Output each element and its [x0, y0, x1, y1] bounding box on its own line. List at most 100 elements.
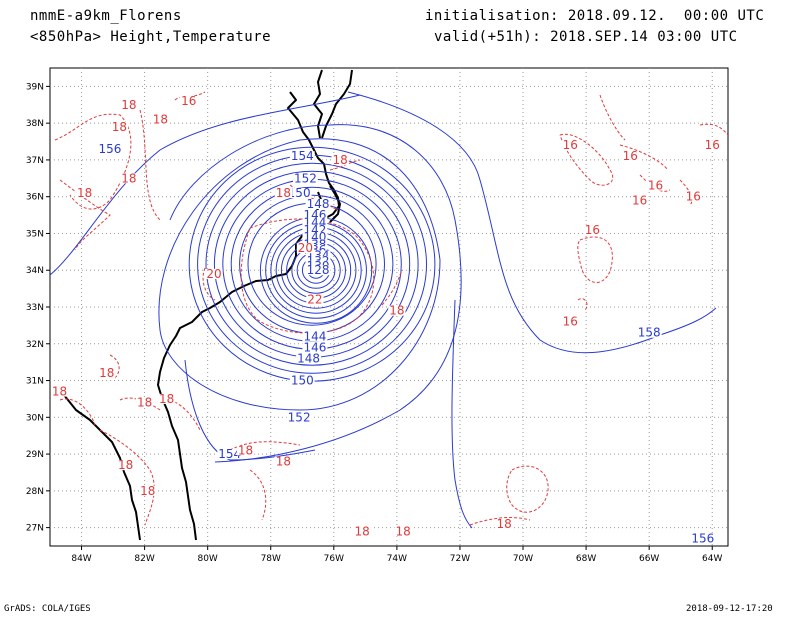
temperature-contour-label-bg [50, 386, 69, 397]
temperature-contour-label-bg [205, 268, 223, 279]
footer-credit: GrADS: COLA/IGES [4, 604, 91, 614]
temperature-contour-label-bg [110, 121, 129, 132]
temperature-contour-label: 18 [140, 484, 155, 498]
height-contour-label: 158 [638, 326, 661, 340]
height-contour-label: 152 [288, 410, 311, 424]
temperature-contour-label-bg [135, 397, 154, 408]
height-contour-label-bg [302, 210, 328, 221]
temperature-contour-label: 16 [563, 138, 578, 152]
temperature-contour-label-bg [646, 180, 665, 191]
delmarva [321, 69, 353, 139]
height-contour-label: 144 [303, 329, 326, 343]
model-title: nmmE-a9km_Florens [30, 8, 182, 24]
x-tick-label: 70W [513, 554, 533, 564]
x-tick-label: 82W [134, 554, 154, 564]
temperature-contour-label: 16 [181, 94, 196, 108]
temperature-contour-label-bg [151, 114, 170, 125]
temperature-contour-label: 18 [121, 171, 136, 185]
temperature-contour-label-bg [180, 96, 198, 107]
temperature-contour-18-southeast [469, 465, 549, 526]
temperature-contour-label: 18 [77, 186, 92, 200]
temperature-contour-label: 16 [623, 149, 638, 163]
temperature-contour-label-bg [631, 195, 649, 206]
temperature-contour-label-bg [388, 305, 406, 316]
temperature-contour-label-bg [306, 294, 324, 305]
temperature-contour-label: 18 [121, 98, 136, 112]
temperature-contour-label: 18 [137, 396, 152, 410]
y-tick-label: 36N [26, 193, 44, 203]
temperature-contour-label: 16 [585, 223, 600, 237]
temperature-contour-label-bg [561, 140, 579, 151]
temperature-contour-label: 18 [159, 392, 174, 406]
height-contour-label: 154 [291, 149, 314, 163]
height-ring [205, 162, 419, 366]
field-title: <850hPa> Height,Temperature [30, 29, 272, 45]
height-contour-154-south [451, 299, 473, 529]
height-contour-152 [158, 138, 441, 411]
x-tick-label: 80W [197, 554, 217, 564]
temperature-contour-label: 18 [153, 112, 168, 126]
height-contour-label-bg [305, 265, 331, 276]
y-tick-label: 29N [26, 450, 44, 460]
temperature-contour-label: 18 [396, 524, 411, 538]
height-contour-label: 148 [297, 351, 320, 365]
y-tick-label: 28N [26, 487, 44, 497]
height-contour-label-bg [289, 151, 315, 162]
y-tick-label: 33N [26, 303, 44, 313]
temperature-contour-label: 16 [632, 193, 647, 207]
temperature-contour-label: 18 [276, 454, 291, 468]
height-contour-label-bg [286, 188, 312, 199]
temperature-contour-label-bg [117, 460, 135, 471]
height-contour-label-bg [302, 224, 328, 235]
y-tick-label: 35N [26, 229, 44, 239]
outer-banks [329, 185, 341, 223]
temperature-contour-label-bg [583, 224, 602, 235]
atlantic-coast [157, 91, 340, 541]
y-tick-label: 39N [26, 82, 44, 92]
temperature-contour-label: 18 [389, 304, 404, 318]
temperature-contours [54, 91, 728, 526]
height-contour-label-bg [305, 250, 331, 261]
temperature-contour-label: 18 [52, 385, 67, 399]
height-contour-label-bg [286, 412, 312, 423]
temperature-contour-label: 20 [298, 241, 313, 255]
temperature-contour-label-bg [684, 191, 702, 202]
height-contour-156-south [184, 359, 316, 461]
y-tick-label: 32N [26, 340, 44, 350]
y-tick-label: 37N [26, 156, 44, 166]
height-contour-label-bg [302, 342, 328, 353]
height-contour-154-east [169, 124, 462, 463]
height-contour-label-bg [302, 245, 328, 256]
height-contour-156 [50, 94, 361, 276]
temperature-contour-label: 16 [686, 190, 701, 204]
temperature-contour-label-bg [274, 456, 292, 467]
temperature-contour-label-bg [120, 173, 138, 184]
height-contour-label: 150 [288, 186, 311, 200]
y-tick-label: 27N [26, 524, 44, 534]
temperature-contour-label: 18 [238, 443, 253, 457]
height-contour-label-bg [292, 173, 318, 184]
contour-labels: 1561541521501481461441421401381361341321… [50, 94, 721, 546]
height-contour-label-bg [302, 217, 328, 228]
chesapeake-bay [313, 69, 323, 139]
temperature-contour-label-bg [274, 188, 292, 199]
x-tick-label: 84W [71, 554, 91, 564]
temperature-contour-label: 18 [112, 120, 127, 134]
temperature-contour-label: 18 [99, 366, 114, 380]
temperature-contour-label-bg [139, 485, 157, 496]
temperature-contour-label-bg [236, 445, 255, 456]
temperature-contour-label-bg [76, 188, 94, 199]
y-tick-label: 31N [26, 377, 44, 387]
temperature-contour-label: 16 [648, 179, 663, 193]
temperature-contour-label: 16 [705, 138, 720, 152]
temperature-contour-label: 22 [307, 293, 322, 307]
temperature-contour-label-bg [621, 151, 639, 162]
x-tick-label: 64W [702, 554, 722, 564]
y-axis: 27N 28N 29N 30N 31N 32N 33N 34N 35N 36N 37N 38N 39N [26, 82, 50, 534]
temperature-contour-label-bg [296, 243, 315, 254]
height-contour-label-bg [302, 239, 328, 250]
x-tick-label: 78W [261, 554, 281, 564]
temperature-contour-label: 18 [276, 186, 291, 200]
x-tick-label: 66W [639, 554, 659, 564]
